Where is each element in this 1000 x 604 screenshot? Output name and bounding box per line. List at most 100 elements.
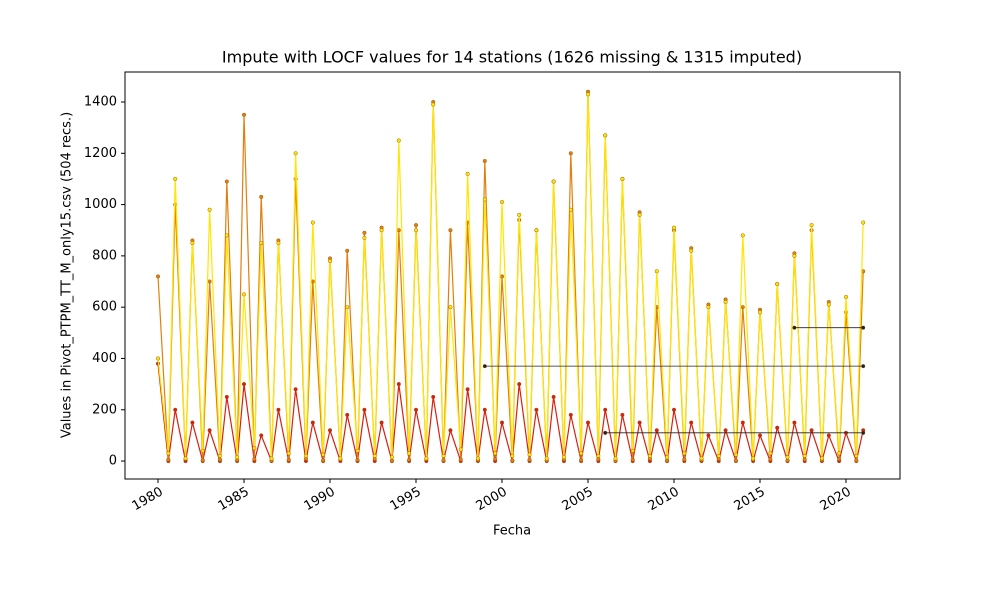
data-point: [672, 225, 677, 230]
data-point: [407, 451, 412, 456]
data-point: [740, 233, 745, 238]
data-point: [551, 179, 556, 184]
chart-title: Impute with LOCF values for 14 stations …: [222, 48, 802, 67]
data-point: [310, 220, 315, 225]
data-point: [568, 207, 573, 212]
data-point: [328, 259, 333, 264]
data-point: [200, 448, 205, 453]
data-point: [321, 452, 326, 457]
data-point: [802, 453, 807, 458]
data-point: [861, 364, 866, 369]
data-point: [568, 412, 573, 417]
data-point: [252, 457, 257, 462]
x-tick-label: 2020: [818, 485, 854, 515]
data-point: [751, 456, 756, 461]
data-point: [819, 456, 824, 461]
data-point: [861, 220, 866, 225]
data-point: [837, 456, 842, 461]
data-point: [173, 176, 178, 181]
data-point: [510, 458, 515, 463]
data-point: [465, 387, 470, 392]
data-point: [613, 456, 618, 461]
x-axis-label: Fecha: [493, 524, 531, 539]
data-point: [338, 456, 343, 461]
data-point: [775, 425, 780, 430]
data-point: [654, 428, 659, 433]
data-point: [259, 241, 264, 246]
data-point: [224, 233, 229, 238]
x-tick-label: 2010: [646, 485, 682, 515]
data-point: [854, 453, 859, 458]
y-tick-label: 1200: [84, 146, 117, 161]
data-point: [389, 458, 394, 463]
data-point: [310, 420, 315, 425]
data-point: [733, 452, 738, 457]
data-point: [534, 407, 539, 412]
data-point: [441, 458, 446, 463]
data-point: [448, 228, 453, 233]
data-point: [706, 305, 711, 310]
data-point: [596, 453, 601, 458]
data-point: [723, 300, 728, 305]
data-point: [345, 412, 350, 417]
data-point: [637, 212, 642, 217]
data-point: [568, 151, 573, 156]
data-point: [723, 428, 728, 433]
data-point: [259, 433, 264, 438]
data-point: [217, 457, 222, 462]
data-point: [596, 457, 601, 462]
data-point: [579, 451, 584, 456]
data-point: [269, 456, 274, 461]
data-point: [242, 112, 247, 117]
y-tick-label: 600: [92, 300, 117, 315]
data-point: [166, 451, 171, 456]
data-point: [396, 228, 401, 233]
data-point: [706, 433, 711, 438]
x-tick-label: 1995: [388, 485, 424, 515]
data-point: [379, 420, 384, 425]
data-point: [620, 412, 625, 417]
plot-frame: [124, 71, 901, 480]
data-point: [647, 453, 652, 458]
data-point: [224, 394, 229, 399]
data-point: [345, 248, 350, 253]
data-point: [517, 382, 522, 387]
y-tick-label: 0: [109, 454, 117, 469]
data-point: [156, 356, 161, 361]
data-point: [431, 394, 436, 399]
plot-area: [156, 89, 866, 464]
data-point: [500, 274, 505, 279]
data-point: [293, 151, 298, 156]
data-point: [603, 133, 608, 138]
data-point: [544, 456, 549, 461]
data-point: [448, 305, 453, 310]
data-point: [396, 382, 401, 387]
data-point: [286, 451, 291, 456]
data-point: [414, 223, 419, 228]
x-tick-label: 1980: [130, 485, 166, 515]
data-point: [482, 197, 487, 202]
data-point: [190, 420, 195, 425]
data-point: [733, 458, 738, 463]
data-point: [482, 158, 487, 163]
x-tick-label: 1990: [302, 485, 338, 515]
data-point: [517, 212, 522, 217]
data-point: [654, 269, 659, 274]
data-point: [345, 305, 350, 310]
y-axis-label: Values in Pivot_PTPM_TT_M_only15.csv (50…: [60, 112, 75, 438]
data-point: [757, 433, 762, 438]
data-point: [527, 452, 532, 457]
data-point: [689, 420, 694, 425]
data-point: [837, 451, 842, 456]
data-point: [414, 228, 419, 233]
data-point: [493, 451, 498, 456]
data-point: [414, 407, 419, 412]
data-point: [242, 292, 247, 297]
data-point: [355, 458, 360, 463]
y-tick-label: 1000: [84, 197, 117, 212]
data-point: [792, 253, 797, 258]
data-point: [809, 428, 814, 433]
data-point: [482, 407, 487, 412]
data-point: [603, 430, 608, 435]
